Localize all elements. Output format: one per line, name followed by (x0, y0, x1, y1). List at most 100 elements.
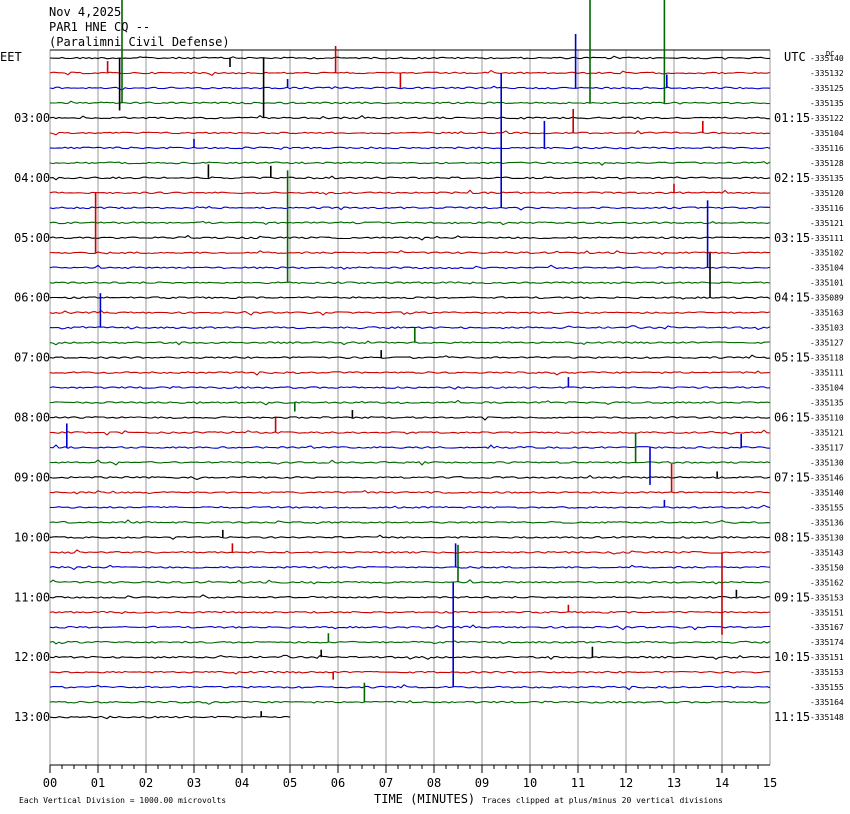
right-hour-labels: 01:15 02:15 03:15 04:15 05:15 06:15 07:15 08:15… (774, 111, 810, 724)
seismic-trace (49, 370, 771, 376)
seismic-trace (49, 55, 771, 60)
trace-offset-label: -335117 (810, 443, 844, 452)
x-tick-labels: 00 01 02 03 04 05 06 07 08 09 10 11 12 13 14 15 (43, 776, 777, 790)
x-tick-label: 02 (139, 776, 153, 790)
right-timezone-label: UTC (784, 50, 806, 64)
right-hour-label: 08:15 (774, 530, 810, 544)
seismic-trace (49, 715, 291, 720)
trace-offset-label: -335130 (810, 458, 844, 467)
header-location: (Paralimni Civil Defense) (49, 35, 230, 49)
seismic-trace (49, 296, 771, 300)
left-hour-label: 12:00 (14, 650, 50, 664)
footer-clip-note: Traces clipped at plus/minus 20 vertical… (482, 796, 723, 805)
trace-offset-label: -335136 (810, 518, 844, 527)
seismic-trace (49, 175, 771, 181)
seismic-trace (49, 264, 771, 270)
right-hour-label: 06:15 (774, 411, 810, 425)
trace-offset-label: -335146 (810, 473, 844, 482)
seismic-trace (49, 489, 771, 495)
trace-offset-label: -335104 (810, 384, 844, 393)
right-hour-label: 02:15 (774, 171, 810, 185)
trace-offset-label: -335125 (810, 84, 844, 93)
trace-offset-label: -335116 (810, 204, 844, 213)
seismic-trace (49, 416, 771, 421)
left-hour-label: 05:00 (14, 231, 50, 245)
seismic-trace (49, 205, 771, 211)
x-tick-label: 11 (571, 776, 585, 790)
trace-offset-label: -335153 (810, 593, 844, 602)
seismic-trace (49, 474, 771, 481)
seismic-trace (49, 429, 771, 436)
seismic-trace (49, 654, 771, 660)
left-hour-label: 04:00 (14, 171, 50, 185)
right-hour-label: 11:15 (774, 710, 810, 724)
trace-offset-label: -335128 (810, 159, 844, 168)
left-hour-label: 07:00 (14, 351, 50, 365)
x-tick-label: 12 (619, 776, 633, 790)
trace-offset-label: -335148 (810, 713, 844, 722)
seismic-trace (49, 444, 771, 449)
seismic-trace (49, 459, 771, 466)
header-date: Nov 4,2025 (49, 5, 121, 19)
x-tick-label: 01 (91, 776, 105, 790)
seismic-trace (49, 504, 771, 509)
trace-offset-label: -335116 (810, 144, 844, 153)
trace-offset-label: -335143 (810, 548, 844, 557)
seismic-trace (49, 684, 771, 691)
trace-offset-labels: -335140 -335132 -335125 -335135 -335122 -3351… (810, 54, 844, 722)
trace-offset-label: -335155 (810, 503, 844, 512)
trace-offset-label: -335151 (810, 653, 844, 662)
left-hour-label: 13:00 (14, 710, 50, 724)
trace-offset-label: -335102 (810, 249, 844, 258)
seismic-trace (49, 519, 771, 525)
trace-offset-label: -335140 (810, 54, 844, 63)
x-tick-label: 07 (379, 776, 393, 790)
left-hour-label: 10:00 (14, 530, 50, 544)
seismic-trace (49, 325, 771, 331)
right-hour-label: 05:15 (774, 351, 810, 365)
right-hour-label: 03:15 (774, 231, 810, 245)
trace-offset-label: -335120 (810, 189, 844, 198)
trace-offset-label: -335140 (810, 488, 844, 497)
x-tick-label: 08 (427, 776, 441, 790)
x-tick-label: 04 (235, 776, 249, 790)
corner-mark: DC (826, 50, 834, 58)
trace-offset-label: -335135 (810, 399, 844, 408)
seismic-trace (49, 624, 770, 631)
header-station: PAR1 HNE CQ -- (49, 20, 150, 34)
right-hour-label: 09:15 (774, 590, 810, 604)
trace-offset-label: -335104 (810, 264, 844, 273)
seismic-trace (49, 354, 771, 359)
left-hour-label: 03:00 (14, 111, 50, 125)
minute-grid (49, 49, 771, 773)
trace-offset-label: -335122 (810, 114, 844, 123)
seismic-trace (49, 640, 771, 645)
x-tick-label: 13 (667, 776, 681, 790)
left-timezone-label: EET (0, 50, 22, 64)
trace-offset-label: -335111 (810, 369, 844, 378)
trace-offset-label: -335135 (810, 174, 844, 183)
trace-offset-label: -335155 (810, 683, 844, 692)
seismic-trace (49, 69, 771, 76)
x-tick-label: 15 (763, 776, 777, 790)
trace-offset-label: -335163 (810, 309, 844, 318)
seismic-trace (49, 340, 771, 346)
right-hour-label: 10:15 (774, 650, 810, 664)
seismic-trace (49, 579, 771, 585)
trace-offset-label: -335132 (810, 69, 844, 78)
left-hour-label: 11:00 (14, 590, 50, 604)
trace-offset-label: -335150 (810, 563, 844, 572)
seismic-trace (49, 281, 771, 285)
seismic-trace (49, 670, 771, 675)
left-hour-label: 09:00 (14, 470, 50, 484)
trace-offset-label: -335089 (810, 294, 844, 303)
seismic-trace (49, 189, 771, 196)
trace-offset-label: -335111 (810, 234, 844, 243)
seismic-trace (49, 564, 771, 571)
seismic-trace (49, 220, 771, 226)
right-hour-label: 01:15 (774, 111, 810, 125)
trace-offset-label: -335135 (810, 99, 844, 108)
trace-offset-label: -335101 (810, 279, 844, 288)
seismic-trace (50, 549, 771, 555)
footer-scale-note: Each Vertical Division = 1000.00 microvo… (19, 796, 226, 805)
